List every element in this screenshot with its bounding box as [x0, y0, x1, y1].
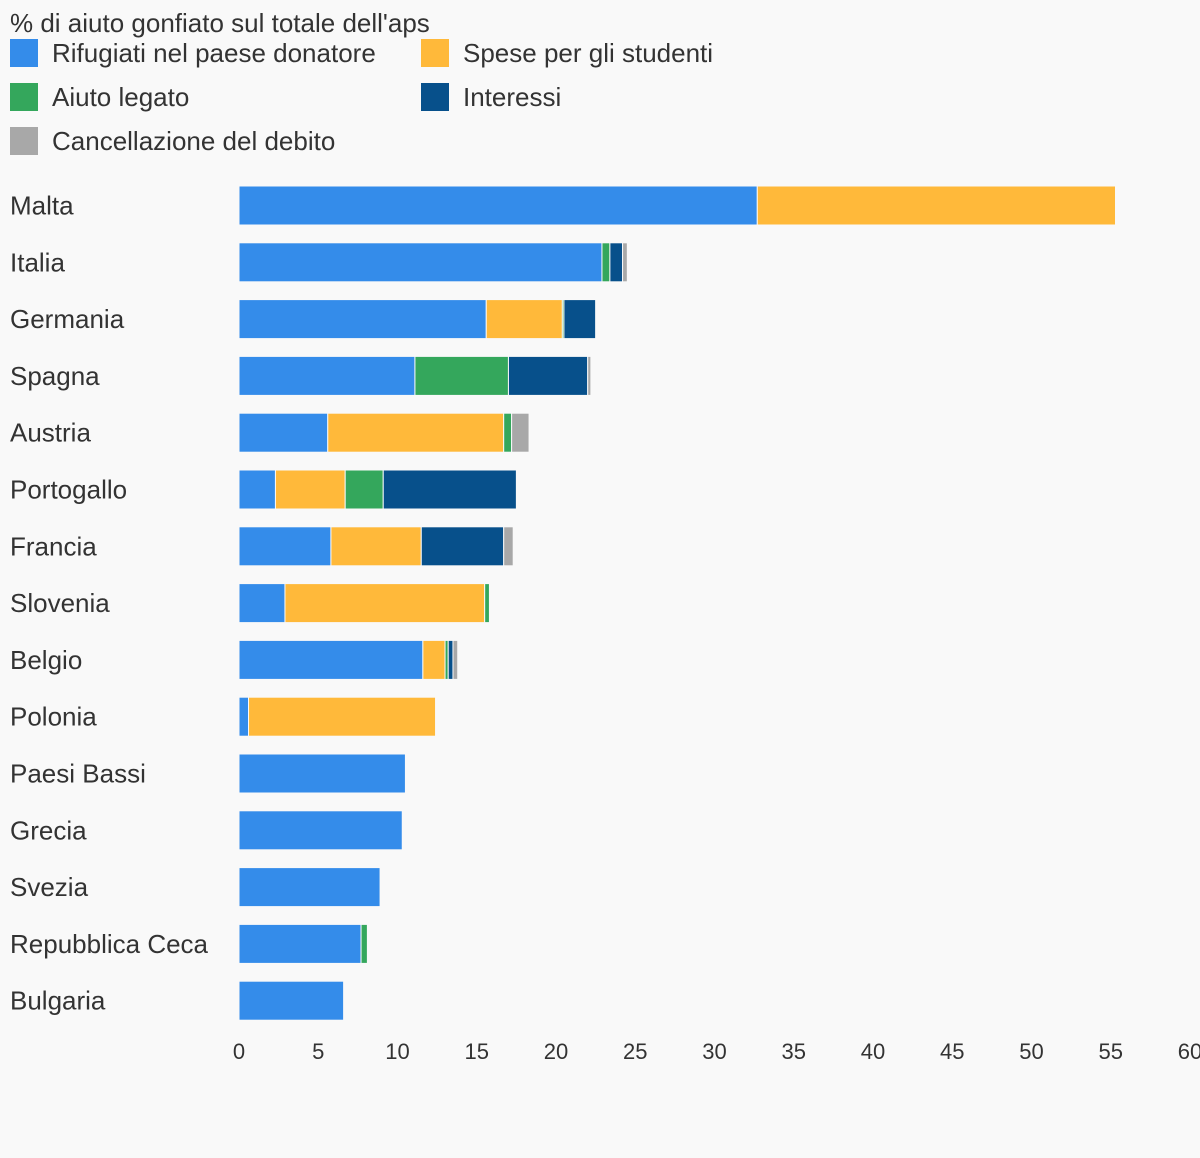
category-label-svezia: Svezia: [10, 872, 89, 902]
category-label-bulgaria: Bulgaria: [10, 986, 106, 1016]
bar-italia-rifugiati-nel-paese-donatore[interactable]: Rifugiati nel paese donatore: 22.9: [238, 242, 603, 283]
category-label-slovenia: Slovenia: [10, 588, 110, 618]
x-tick-label-25: 25: [623, 1039, 647, 1064]
legend-item-interessi[interactable]: Interessi: [421, 82, 561, 112]
bar-austria-aiuto-legato[interactable]: Aiuto legato: 0.5: [503, 412, 513, 453]
bar-spagna-interessi[interactable]: Interessi: 5: [507, 355, 589, 396]
x-tick-label-40: 40: [861, 1039, 885, 1064]
x-tick-label-50: 50: [1019, 1039, 1043, 1064]
category-label-polonia: Polonia: [10, 702, 97, 732]
legend-swatch-interessi: [421, 83, 449, 111]
bar-francia-interessi[interactable]: Interessi: 5.2: [420, 526, 505, 567]
bar-repubblica-ceca-aiuto-legato[interactable]: Aiuto legato: 0.4: [360, 923, 368, 964]
bar-malta-spese-per-gli-studenti[interactable]: Spese per gli studenti: 22.6: [756, 185, 1117, 226]
bar-belgio-rifugiati-nel-paese-donatore[interactable]: Rifugiati nel paese donatore: 11.6: [238, 639, 424, 680]
x-tick-label-5: 5: [312, 1039, 324, 1064]
bar-malta-rifugiati-nel-paese-donatore[interactable]: Rifugiati nel paese donatore: 32.7: [238, 185, 758, 226]
bar-italia-aiuto-legato[interactable]: Aiuto legato: 0.5: [601, 242, 611, 283]
category-label-paesi-bassi: Paesi Bassi: [10, 759, 146, 789]
legend-label-studenti: Spese per gli studenti: [463, 37, 714, 68]
bar-polonia-spese-per-gli-studenti[interactable]: Spese per gli studenti: 11.8: [248, 696, 437, 737]
legend-label-interessi: Interessi: [463, 81, 562, 112]
bar-svezia-rifugiati-nel-paese-donatore[interactable]: Rifugiati nel paese donatore: 8.9: [238, 867, 381, 908]
bar-germania-spese-per-gli-studenti[interactable]: Spese per gli studenti: 4.8: [485, 299, 563, 340]
bar-italia-interessi[interactable]: Interessi: 0.8: [609, 242, 624, 283]
legend-item-aiuto-legato[interactable]: Aiuto legato: [10, 82, 189, 112]
bar-francia-spese-per-gli-studenti[interactable]: Spese per gli studenti: 5.7: [330, 526, 422, 567]
legend-swatch-studenti: [421, 39, 449, 67]
x-tick-label-45: 45: [940, 1039, 964, 1064]
bar-francia-cancellazione-del-debito[interactable]: Cancellazione del debito: 0.6: [503, 526, 514, 567]
bar-polonia-rifugiati-nel-paese-donatore[interactable]: Rifugiati nel paese donatore: 0.6: [238, 696, 250, 737]
bar-francia-rifugiati-nel-paese-donatore[interactable]: Rifugiati nel paese donatore: 5.8: [238, 526, 332, 567]
bar-portogallo-aiuto-legato[interactable]: Aiuto legato: 2.4: [344, 469, 384, 510]
category-label-grecia: Grecia: [10, 815, 87, 845]
legend-label-rifugiati: Rifugiati nel paese donatore: [52, 37, 376, 68]
bar-slovenia-spese-per-gli-studenti[interactable]: Spese per gli studenti: 12.6: [284, 583, 486, 624]
x-tick-label-30: 30: [702, 1039, 726, 1064]
x-tick-label-15: 15: [465, 1039, 489, 1064]
bar-portogallo-rifugiati-nel-paese-donatore[interactable]: Rifugiati nel paese donatore: 2.3: [238, 469, 276, 510]
bar-austria-rifugiati-nel-paese-donatore[interactable]: Rifugiati nel paese donatore: 5.6: [238, 412, 329, 453]
legend-item-studenti[interactable]: Spese per gli studenti: [421, 38, 713, 68]
category-label-belgio: Belgio: [10, 645, 82, 675]
bar-belgio-interessi[interactable]: Interessi: 0.3: [447, 639, 454, 680]
bar-austria-cancellazione-del-debito[interactable]: Cancellazione del debito: 1.1: [511, 412, 530, 453]
category-label-portogallo: Portogallo: [10, 475, 127, 505]
bar-paesi-bassi-rifugiati-nel-paese-donatore[interactable]: Rifugiati nel paese donatore: 10.5: [238, 753, 406, 794]
category-label-austria: Austria: [10, 418, 91, 448]
bar-slovenia-rifugiati-nel-paese-donatore[interactable]: Rifugiati nel paese donatore: 2.9: [238, 583, 286, 624]
bar-spagna-rifugiati-nel-paese-donatore[interactable]: Rifugiati nel paese donatore: 11.1: [238, 355, 416, 396]
legend-item-cancellazione[interactable]: Cancellazione del debito: [10, 126, 335, 156]
category-label-repubblica-ceca: Repubblica Ceca: [10, 929, 209, 959]
bar-grecia-rifugiati-nel-paese-donatore[interactable]: Rifugiati nel paese donatore: 10.3: [238, 810, 403, 851]
x-tick-label-10: 10: [385, 1039, 409, 1064]
bar-slovenia-aiuto-legato[interactable]: Aiuto legato: 0.3: [484, 583, 490, 624]
bar-belgio-cancellazione-del-debito[interactable]: Cancellazione del debito: 0.3: [452, 639, 459, 680]
legend-swatch-rifugiati: [10, 39, 38, 67]
bar-spagna-aiuto-legato[interactable]: Aiuto legato: 5.9: [414, 355, 509, 396]
bar-bulgaria-rifugiati-nel-paese-donatore[interactable]: Rifugiati nel paese donatore: 6.6: [238, 980, 345, 1021]
category-label-francia: Francia: [10, 531, 97, 561]
legend: Rifugiati nel paese donatore Spese per g…: [0, 36, 1200, 166]
legend-swatch-cancellazione: [10, 127, 38, 155]
bar-belgio-spese-per-gli-studenti[interactable]: Spese per gli studenti: 1.4: [422, 639, 446, 680]
bar-portogallo-interessi[interactable]: Interessi: 8.4: [382, 469, 517, 510]
bar-germania-rifugiati-nel-paese-donatore[interactable]: Rifugiati nel paese donatore: 15.6: [238, 299, 487, 340]
bar-austria-spese-per-gli-studenti[interactable]: Spese per gli studenti: 11.1: [327, 412, 505, 453]
bar-spagna-cancellazione-del-debito[interactable]: Cancellazione del debito: 0.2: [587, 355, 592, 396]
category-label-malta: Malta: [10, 191, 74, 221]
x-tick-label-60: 60: [1178, 1039, 1200, 1064]
x-tick-label-35: 35: [782, 1039, 806, 1064]
bar-repubblica-ceca-rifugiati-nel-paese-donatore[interactable]: Rifugiati nel paese donatore: 7.7: [238, 923, 362, 964]
bar-germania-interessi[interactable]: Interessi: 2: [563, 299, 597, 340]
category-label-spagna: Spagna: [10, 361, 100, 391]
x-tick-label-20: 20: [544, 1039, 568, 1064]
chart-title: % di aiuto gonfiato sul totale dell'aps: [10, 8, 430, 38]
legend-item-rifugiati[interactable]: Rifugiati nel paese donatore: [10, 38, 376, 68]
x-tick-label-55: 55: [1099, 1039, 1123, 1064]
category-label-italia: Italia: [10, 247, 65, 277]
category-label-germania: Germania: [10, 304, 125, 334]
legend-label-cancellazione: Cancellazione del debito: [52, 125, 336, 156]
bar-portogallo-spese-per-gli-studenti[interactable]: Spese per gli studenti: 4.4: [274, 469, 346, 510]
bar-italia-cancellazione-del-debito[interactable]: Cancellazione del debito: 0.3: [622, 242, 628, 283]
legend-label-aiuto-legato: Aiuto legato: [52, 81, 190, 112]
legend-swatch-aiuto-legato: [10, 83, 38, 111]
x-tick-label-0: 0: [233, 1039, 245, 1064]
